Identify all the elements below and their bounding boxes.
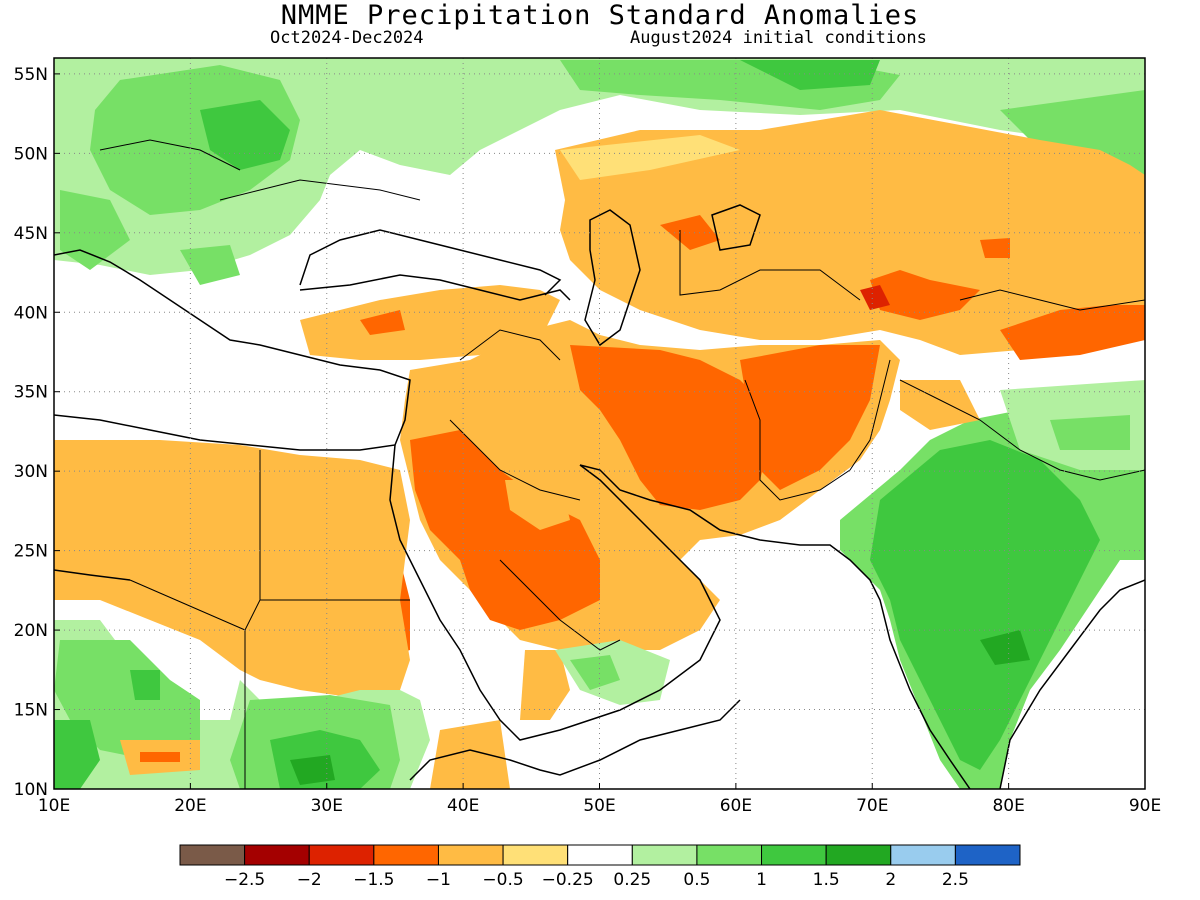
lon-tick-label: 50E: [583, 796, 615, 816]
legend-swatch: [308, 844, 375, 866]
legend-swatch: [437, 844, 504, 866]
legend-swatch: [890, 844, 956, 866]
legend-swatch: [825, 844, 892, 866]
lon-tick-label: 10E: [38, 796, 70, 816]
legend-swatch: [567, 844, 633, 866]
legend-label: −2.5: [224, 870, 265, 890]
lat-tick-label: 35N: [14, 383, 48, 403]
initial-conditions: August2024 initial conditions: [630, 28, 927, 48]
lat-tick-label: 45N: [14, 224, 48, 244]
lat-tick-label: 25N: [14, 542, 48, 562]
lon-tick-label: 80E: [992, 796, 1024, 816]
lon-tick-label: 60E: [720, 796, 752, 816]
legend-label: −0.25: [542, 870, 594, 890]
lon-tick-label: 90E: [1129, 796, 1161, 816]
legend-label: 0.25: [613, 870, 651, 890]
legend-label: 2.5: [942, 870, 969, 890]
lat-tick-label: 15N: [14, 701, 48, 721]
legend-label: −0.5: [482, 870, 523, 890]
legend-label: −1.5: [353, 870, 394, 890]
legend-label: 0.5: [683, 870, 710, 890]
lon-tick-label: 70E: [856, 796, 888, 816]
legend-swatch: [761, 844, 827, 866]
legend-label: 2: [885, 870, 896, 890]
lat-tick-label: 50N: [14, 144, 48, 164]
lat-tick-label: 30N: [14, 462, 48, 482]
legend-swatch: [373, 844, 439, 866]
legend-swatch: [244, 844, 310, 866]
lon-tick-label: 30E: [311, 796, 343, 816]
lon-tick-label: 20E: [174, 796, 206, 816]
map-title: NMME Precipitation Standard Anomalies: [280, 0, 920, 31]
legend-label: −2: [297, 870, 322, 890]
anomaly-shading: [54, 58, 1145, 789]
lat-tick-label: 10N: [14, 780, 48, 800]
legend-label: 1.5: [813, 870, 840, 890]
legend-label: −1: [426, 870, 451, 890]
color-legend: −2.5 −2 −1.5 −1 −0.5 −0.25 0.25 0.5 1 1.5 2 2.5: [179, 844, 1021, 890]
legend-swatch: [502, 844, 569, 866]
legend-swatch: [179, 844, 246, 866]
legend-label: 1: [756, 870, 767, 890]
legend-swatch: [696, 844, 763, 866]
lat-tick-label: 20N: [14, 621, 48, 641]
lat-tick-label: 55N: [14, 65, 48, 85]
lon-tick-label: 40E: [447, 796, 479, 816]
longitude-labels: 10E 20E 30E 40E 50E 60E 70E 80E 90E: [38, 783, 1161, 816]
forecast-period: Oct2024-Dec2024: [270, 28, 424, 48]
legend-swatch: [954, 844, 1021, 866]
legend-swatch: [631, 844, 698, 866]
lat-tick-label: 40N: [14, 303, 48, 323]
latitude-labels: 55N 50N 45N 40N 35N 30N 25N 20N 15N 10N: [14, 65, 60, 800]
country-borders: [99, 139, 1145, 789]
